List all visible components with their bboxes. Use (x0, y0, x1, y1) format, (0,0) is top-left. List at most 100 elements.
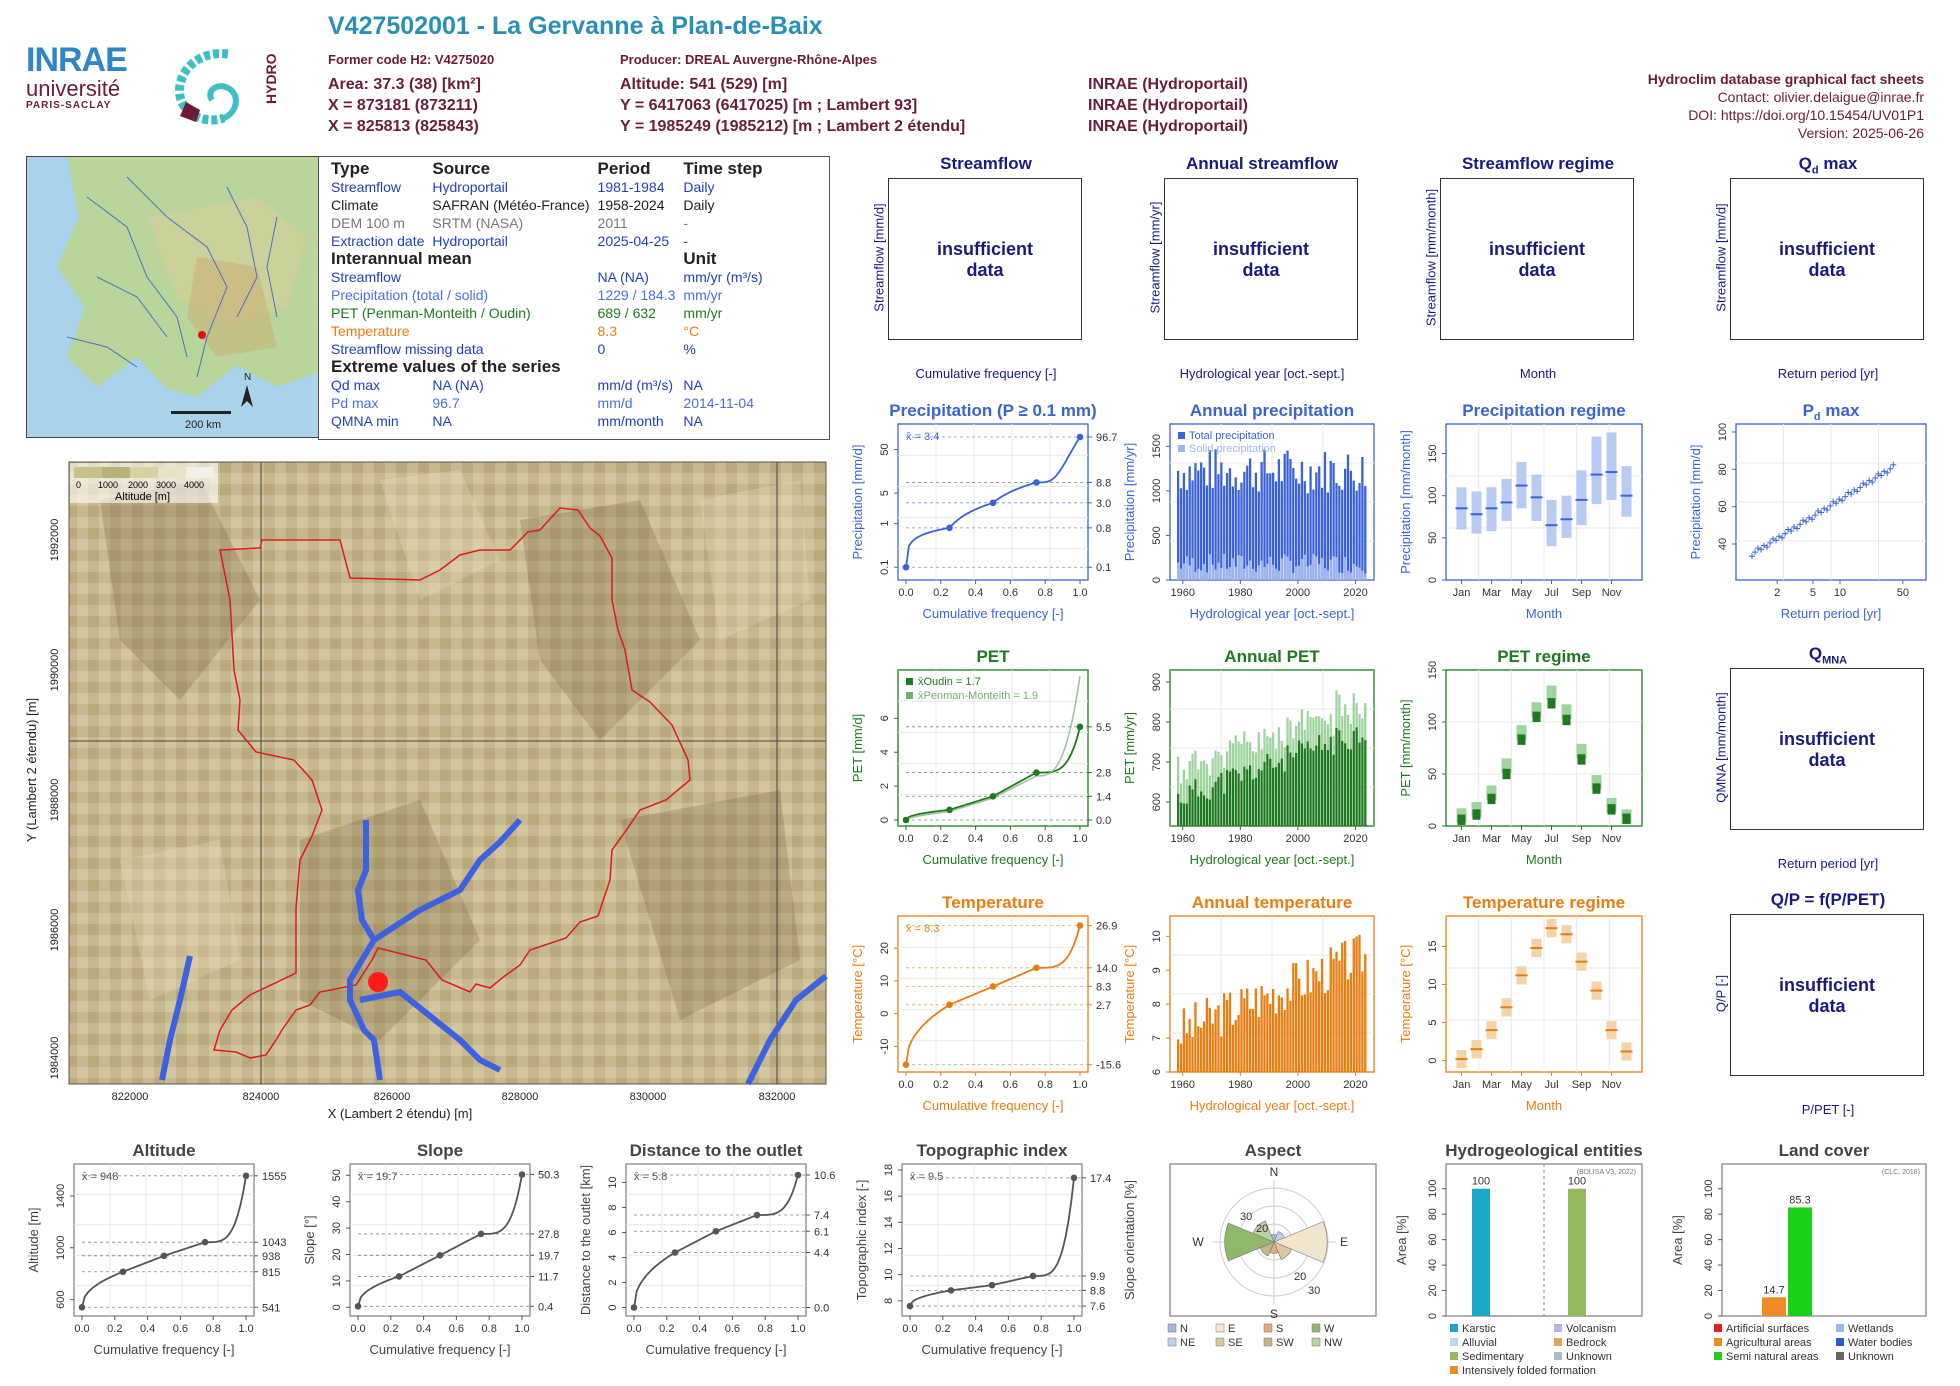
y-tick-label: 80 (1427, 1208, 1439, 1220)
bar-value: 14.7 (1763, 1284, 1784, 1296)
x-tick-label: Mar (1482, 1079, 1501, 1091)
annual-bar (1237, 1014, 1240, 1072)
pm-bar (1283, 747, 1286, 772)
y-axis-label: Distance to the outlet [km] (578, 1165, 593, 1315)
annual-bar (1182, 803, 1186, 826)
panel-title: Qd max (1798, 154, 1858, 177)
chart-title: PET regime (1497, 647, 1591, 666)
annual-bar (1300, 461, 1304, 580)
x-axis-label: Return period [yr] (1781, 606, 1881, 621)
annual-bar (1231, 486, 1234, 580)
ext-unit: mm/month (597, 413, 664, 429)
pm-bar (1220, 755, 1223, 773)
annual-bar (1191, 480, 1194, 580)
y-axis-label: PET [mm/yr] (1122, 712, 1137, 784)
regime-box (1501, 478, 1512, 521)
x-tick-label: 1960 (1171, 833, 1195, 845)
panel-frame: insufficient data (888, 178, 1082, 340)
x-tick-label: 1960 (1171, 587, 1195, 599)
annual-bar (1323, 993, 1327, 1072)
north-arrow-icon (241, 385, 253, 407)
svg-text:2000: 2000 (128, 480, 148, 490)
chart-title: Distance to the outlet (630, 1141, 803, 1160)
landcover-legend-label: Artificial surfaces (1726, 1323, 1810, 1335)
aspect-legend-label: E (1228, 1323, 1235, 1335)
quantile-label: 7.4 (814, 1210, 829, 1222)
y-tick-label: 100 (1427, 713, 1439, 731)
x-tick-label: 0.2 (935, 1323, 950, 1335)
x-tick-label: 10 (1834, 587, 1846, 599)
pm-bar (1318, 716, 1321, 735)
pm-bar (1246, 741, 1249, 770)
solid-bar (1274, 568, 1278, 580)
annual-bar (1246, 769, 1249, 826)
pdmax-point (1785, 526, 1792, 533)
ext-name: Qd max (331, 377, 381, 393)
regime-box-oudin (1487, 793, 1496, 805)
annual-bar (1277, 459, 1281, 580)
annual-bar (1223, 993, 1226, 1072)
quantile-label: 19.7 (538, 1250, 559, 1262)
pm-bar (1300, 709, 1304, 744)
annual-bar (1214, 449, 1217, 580)
pdmax-point (1848, 490, 1855, 497)
y-axis-label: Precipitation [mm/d] (1688, 445, 1703, 560)
panel-title: Streamflow (940, 154, 1032, 173)
solid-bar (1251, 569, 1255, 580)
source-period: 2011 (597, 215, 628, 231)
x-tick-label: 0.6 (1003, 833, 1018, 845)
annual-bar (1185, 489, 1188, 580)
chart-title: Pd max (1803, 401, 1860, 423)
annual-bar (1211, 1023, 1214, 1072)
solid-bar (1202, 563, 1206, 580)
compass-label: S (1270, 1307, 1278, 1321)
x-tick-label: 0.2 (933, 1079, 948, 1091)
regime-box (1471, 491, 1482, 534)
source-type: DEM 100 m (331, 215, 405, 231)
pm-bar (1289, 720, 1292, 753)
hydrogeo-legend-label: Intensively folded formation (1462, 1365, 1596, 1377)
annual-bar (1260, 770, 1263, 826)
x-tick-label: 0.0 (902, 1323, 917, 1335)
annual-bar (1352, 730, 1355, 826)
y-tick-label: 0.1 (879, 560, 891, 575)
pm-bar (1358, 714, 1361, 743)
hydrogeo-legend-label: Karstic (1462, 1323, 1496, 1335)
chart-temp_regime: Temperature regime Month Temperature [°C] J… (1398, 893, 1643, 1113)
doi-link[interactable]: DOI: https://doi.org/10.15454/UV01P1 (1688, 107, 1924, 123)
pm-bar (1217, 751, 1220, 777)
pdmax-point (1776, 533, 1783, 540)
annual-bar (1352, 938, 1355, 1072)
mean-label: x̄ = 9.5 (910, 1171, 943, 1183)
quantile-label: 10.6 (814, 1170, 835, 1182)
x-tick-label: 0.0 (350, 1323, 365, 1335)
plot-frame (897, 669, 1089, 827)
annual-bar (1323, 452, 1327, 580)
annual-bar (1335, 951, 1338, 1072)
solid-bar (1272, 564, 1275, 580)
regime-box (1546, 499, 1557, 547)
pm-bar (1200, 761, 1203, 792)
pm-bar (1326, 724, 1329, 750)
quantile-label: 26.9 (1096, 921, 1117, 933)
annual-bar (1217, 776, 1220, 826)
annual-bar (1364, 954, 1367, 1072)
source-2: INRAE (Hydroportail) (1088, 97, 1248, 114)
mean-label: x̄ = 8.3 (906, 923, 939, 935)
x-axis-label: Month (1526, 606, 1562, 621)
ext-unit: mm/d (597, 395, 633, 411)
solid-bar (1338, 572, 1341, 580)
plot-frame (73, 1163, 255, 1317)
panel-xlabel: Return period [yr] (1777, 856, 1879, 871)
contact-email[interactable]: Contact: olivier.delaigue@inrae.fr (1717, 89, 1924, 105)
annual-bar (1274, 767, 1278, 826)
mean-unit: mm/yr (683, 305, 723, 321)
annual-bar (1194, 1002, 1197, 1072)
quantile-label: 2.7 (1096, 1000, 1111, 1012)
insufficient-msg: insufficient data (1778, 239, 1875, 280)
y-axis-label: Slope [°] (302, 1215, 317, 1264)
x-tick-label: 5 (1810, 587, 1816, 599)
y-tick-label: 16 (883, 1190, 895, 1202)
station-coords-left: Area: 37.3 (38) [km²] X = 873181 (873211… (328, 74, 481, 137)
pdmax-point (1761, 542, 1768, 549)
